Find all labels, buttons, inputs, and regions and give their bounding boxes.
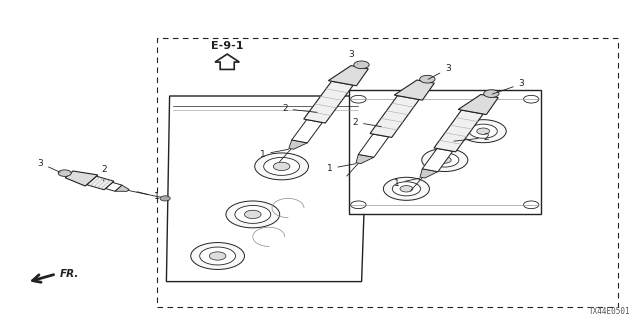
- Circle shape: [431, 153, 459, 167]
- Polygon shape: [434, 110, 483, 152]
- Polygon shape: [86, 176, 114, 190]
- Circle shape: [422, 148, 468, 172]
- Polygon shape: [422, 148, 452, 172]
- Circle shape: [392, 182, 420, 196]
- Text: 2: 2: [454, 133, 489, 142]
- Bar: [157, 38, 618, 307]
- Text: 2: 2: [353, 118, 381, 127]
- Polygon shape: [458, 94, 499, 115]
- Circle shape: [524, 201, 539, 209]
- Polygon shape: [356, 155, 374, 164]
- Polygon shape: [289, 140, 307, 149]
- Text: 3: 3: [348, 50, 358, 64]
- Text: 3: 3: [492, 79, 524, 94]
- Polygon shape: [420, 169, 438, 178]
- Polygon shape: [65, 171, 98, 186]
- Circle shape: [209, 252, 226, 260]
- Polygon shape: [106, 182, 122, 191]
- Circle shape: [460, 120, 506, 143]
- Text: 1: 1: [327, 164, 356, 173]
- Circle shape: [477, 128, 490, 134]
- Circle shape: [351, 95, 366, 103]
- Polygon shape: [328, 66, 369, 86]
- Text: 2: 2: [101, 165, 106, 181]
- Circle shape: [400, 186, 413, 192]
- Polygon shape: [166, 96, 368, 282]
- Circle shape: [273, 162, 290, 171]
- Polygon shape: [304, 81, 353, 123]
- Text: 3: 3: [38, 159, 60, 172]
- Polygon shape: [292, 120, 323, 143]
- Circle shape: [255, 153, 308, 180]
- Circle shape: [351, 201, 366, 209]
- Text: 2: 2: [282, 104, 317, 113]
- Circle shape: [438, 157, 451, 163]
- Circle shape: [383, 177, 429, 200]
- Circle shape: [420, 75, 435, 83]
- Circle shape: [264, 157, 300, 175]
- Text: 1: 1: [137, 192, 159, 201]
- Circle shape: [469, 124, 497, 138]
- Circle shape: [160, 196, 170, 201]
- Text: FR.: FR.: [60, 269, 79, 279]
- Polygon shape: [370, 96, 419, 137]
- Polygon shape: [349, 90, 541, 214]
- Polygon shape: [394, 80, 435, 100]
- Circle shape: [524, 95, 539, 103]
- Text: 3: 3: [428, 64, 451, 79]
- Text: 1: 1: [394, 178, 420, 188]
- FancyArrow shape: [215, 54, 239, 69]
- Circle shape: [244, 210, 261, 219]
- Polygon shape: [358, 134, 388, 157]
- Circle shape: [58, 170, 71, 176]
- Circle shape: [354, 61, 369, 68]
- Circle shape: [226, 201, 280, 228]
- Circle shape: [235, 205, 271, 223]
- Text: 1: 1: [260, 149, 289, 159]
- Circle shape: [200, 247, 236, 265]
- Text: TX44E0501: TX44E0501: [589, 307, 630, 316]
- Circle shape: [191, 243, 244, 269]
- Text: E-9-1: E-9-1: [211, 41, 243, 51]
- Circle shape: [484, 90, 499, 97]
- Polygon shape: [115, 185, 129, 191]
